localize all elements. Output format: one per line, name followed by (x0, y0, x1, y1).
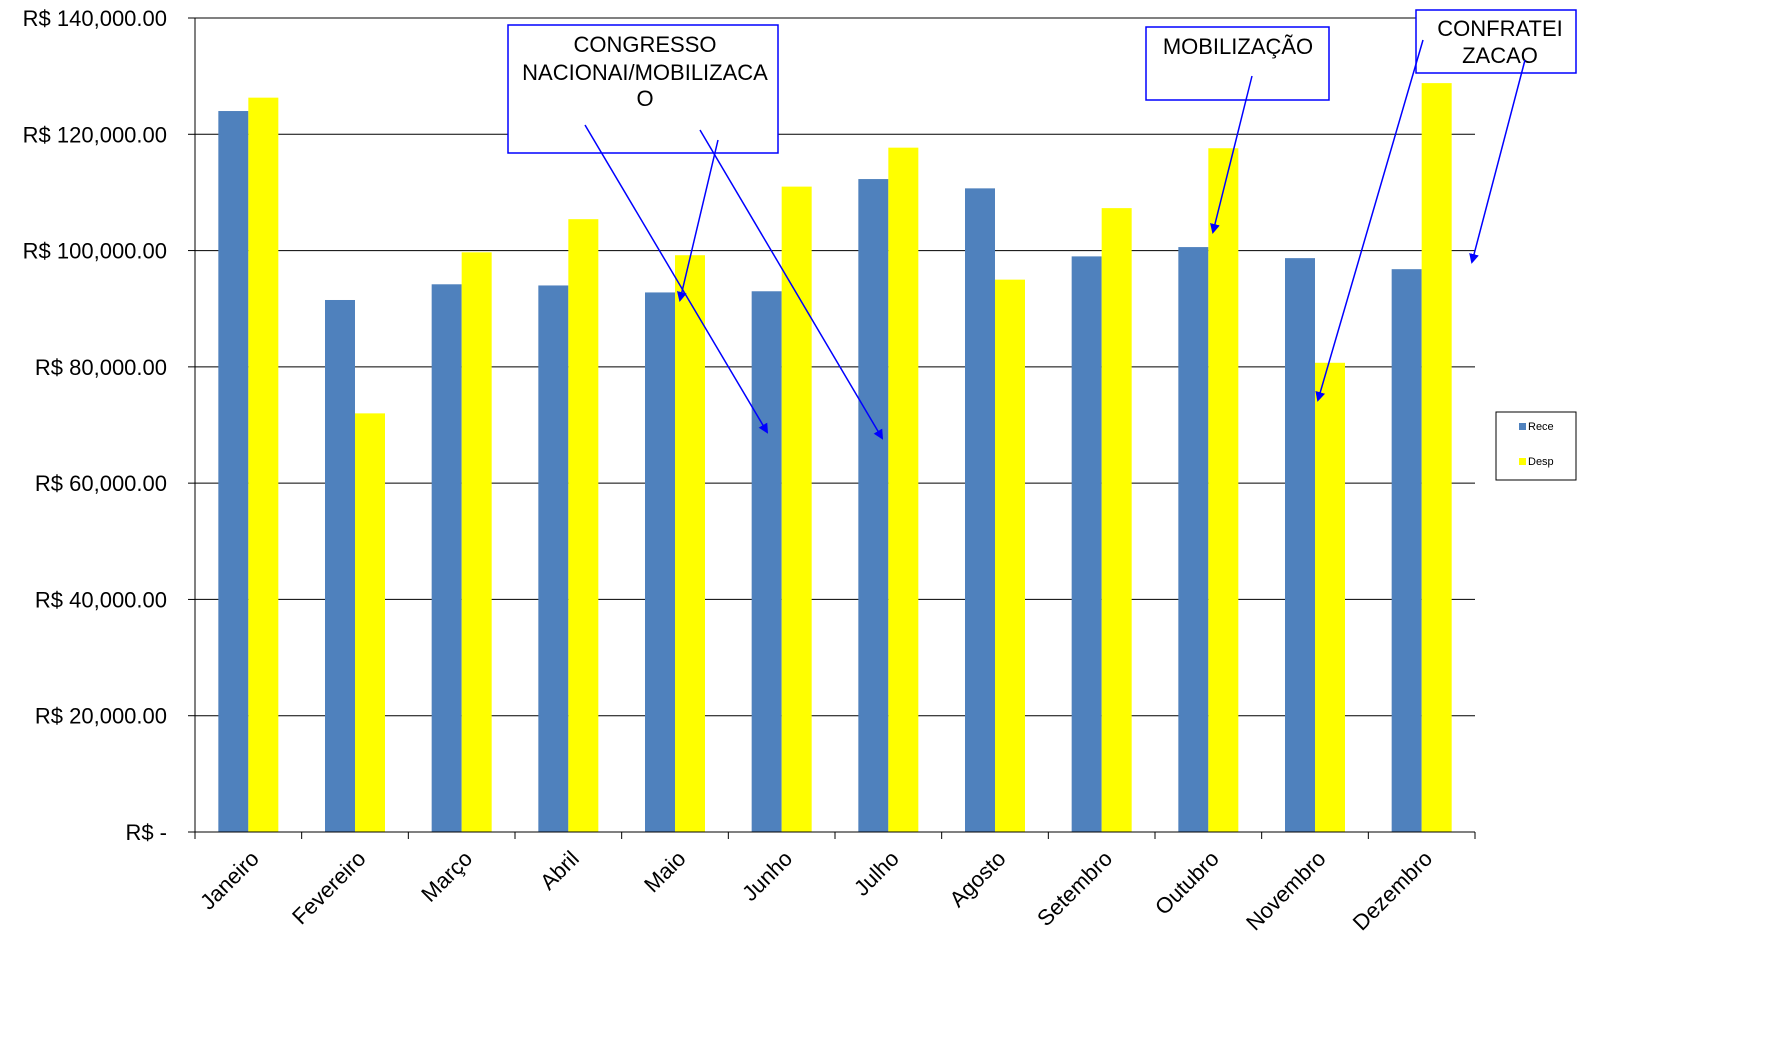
y-tick-label: R$ 20,000.00 (35, 704, 167, 729)
legend-swatch (1519, 423, 1526, 430)
x-tick-label: Janeiro (195, 846, 264, 915)
x-tick-label: Abril (535, 846, 584, 895)
bar-series1 (538, 285, 569, 832)
bar-series2 (995, 279, 1025, 833)
x-tick-labels: Janeiro Fevereiro Março Abril Maio Junho Julho… (195, 846, 1437, 935)
annotation-label: CONGRESSO (573, 32, 716, 57)
x-tick-label: Maio (639, 846, 690, 897)
annotation-box (507, 24, 779, 154)
annotation-label: O (636, 86, 653, 111)
annotation-arrow (699, 129, 884, 440)
x-tick-label: Junho (737, 846, 797, 906)
bar-series2 (461, 252, 492, 832)
bar-series1 (1285, 258, 1315, 832)
bar-series2 (675, 255, 705, 833)
bar-series2 (1208, 148, 1239, 833)
bars (218, 83, 1452, 833)
bar-series2 (355, 413, 385, 832)
bar-series2 (1101, 208, 1132, 832)
annotation-arrow (1210, 75, 1253, 234)
bar-series1 (858, 179, 889, 832)
y-tick-label: R$ 80,000.00 (35, 355, 167, 380)
x-tick-label: Setembro (1032, 846, 1117, 931)
bar-series1 (325, 299, 355, 832)
annotation-label: ZACAO (1462, 43, 1538, 68)
annotation-label: CONFRATEI (1437, 16, 1562, 41)
annotation-label: NACIONAI/MOBILIZACA (522, 60, 768, 85)
y-tick-labels: R$ - R$ 20,000.00 R$ 40,000.00 R$ 60,000.00… (23, 6, 167, 845)
bar-series1 (751, 291, 782, 832)
gridlines (188, 17, 1475, 833)
legend-label: Desp (1528, 456, 1554, 468)
axes (194, 18, 1476, 839)
x-tick-label: Outubro (1150, 846, 1224, 920)
annotation-arrow (584, 124, 769, 434)
bar-series1 (965, 188, 995, 832)
bar-series2 (781, 186, 812, 833)
bar-series2 (1315, 362, 1345, 832)
annotation-arrow (1315, 39, 1424, 402)
bar-series2 (1421, 83, 1452, 833)
annotation-label: MOBILIZAÇÃO (1163, 34, 1313, 59)
bar-series2 (888, 147, 919, 832)
bar-series1 (1178, 247, 1209, 832)
bar-series1 (431, 284, 462, 832)
bar-series2 (568, 219, 599, 832)
x-tick-label: Julho (849, 846, 904, 901)
legend-box (1495, 411, 1577, 481)
x-tick-label: Novembro (1241, 846, 1330, 935)
y-tick-label: R$ 120,000.00 (23, 122, 167, 147)
x-tick-label: Dezembro (1348, 846, 1437, 935)
bar-series1 (1071, 256, 1102, 832)
y-tick-label: R$ 40,000.00 (35, 587, 167, 612)
bar-series1 (645, 292, 675, 832)
bar-series2 (248, 97, 279, 833)
legend: Rece Desp (1495, 411, 1577, 481)
annotation-arrow (676, 139, 719, 302)
y-tick-label: R$ 140,000.00 (23, 6, 167, 31)
bar-series1 (1391, 269, 1422, 833)
x-tick-label: Fevereiro (287, 846, 370, 929)
legend-swatch (1519, 458, 1526, 465)
y-tick-label: R$ 60,000.00 (35, 471, 167, 496)
x-tick-label: Março (416, 846, 477, 907)
legend-label: Rece (1528, 421, 1554, 433)
y-tick-label: R$ 100,000.00 (23, 239, 167, 264)
bar-series1 (218, 111, 249, 833)
annotation-arrow (1469, 59, 1526, 264)
y-tick-label: R$ - (125, 820, 167, 845)
annotation-box (1415, 9, 1577, 74)
annotation-box (1145, 26, 1330, 101)
x-tick-label: Agosto (944, 846, 1010, 912)
